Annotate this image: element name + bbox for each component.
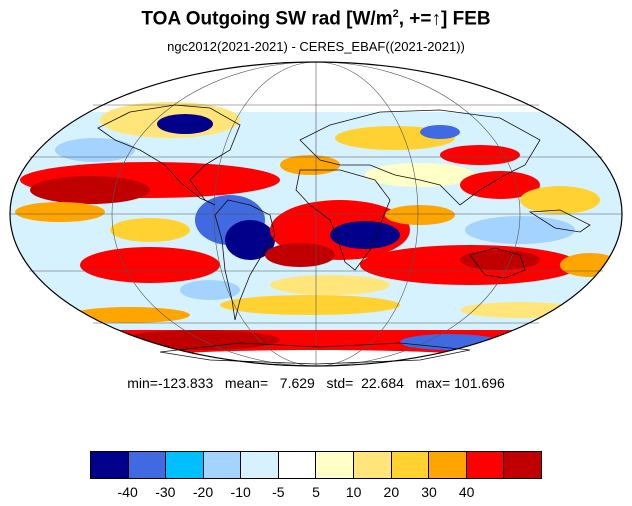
title-text: TOA Outgoing SW rad [W/m — [141, 8, 393, 30]
graticule — [10, 61, 622, 367]
colorbar-label: 40 — [458, 484, 475, 500]
colorbar-label: 20 — [383, 484, 400, 500]
colorbar-swatch — [91, 452, 129, 478]
map-title: TOA Outgoing SW rad [W/m2, +=↑] FEB — [0, 8, 632, 30]
colorbar-label: -5 — [272, 484, 285, 500]
map-border — [9, 61, 623, 367]
colorbar-swatch — [504, 452, 541, 478]
colorbar-label: -40 — [117, 484, 138, 500]
title-suffix: , +=↑] FEB — [398, 8, 491, 30]
colorbar-swatch — [128, 452, 167, 478]
title-superscript: 2 — [392, 8, 399, 20]
colorbar-label: -10 — [230, 484, 251, 500]
colorbar-swatch — [241, 452, 279, 478]
colorbar-swatch — [166, 452, 204, 478]
mollweide-map — [9, 61, 623, 367]
colorbar-swatch — [316, 452, 355, 478]
colorbar-swatch — [354, 452, 392, 478]
statistics-line: min=-123.833 mean= 7.629 std= 22.684 max… — [127, 375, 505, 391]
colorbar-swatch — [203, 452, 242, 478]
colorbar-label: -20 — [192, 484, 214, 500]
colorbar-swatch — [391, 452, 430, 478]
colorbar — [90, 451, 542, 479]
colorbar-label: 10 — [345, 484, 362, 500]
colorbar-label: -30 — [155, 484, 176, 500]
colorbar-swatch — [466, 452, 505, 478]
colorbar-swatch — [429, 452, 467, 478]
colorbar-label: 5 — [312, 484, 320, 500]
map-subtitle: ngc2012(2021-2021) - CERES_EBAF((2021-20… — [167, 39, 465, 54]
colorbar-label: 30 — [421, 484, 437, 500]
colorbar-swatch — [278, 452, 317, 478]
